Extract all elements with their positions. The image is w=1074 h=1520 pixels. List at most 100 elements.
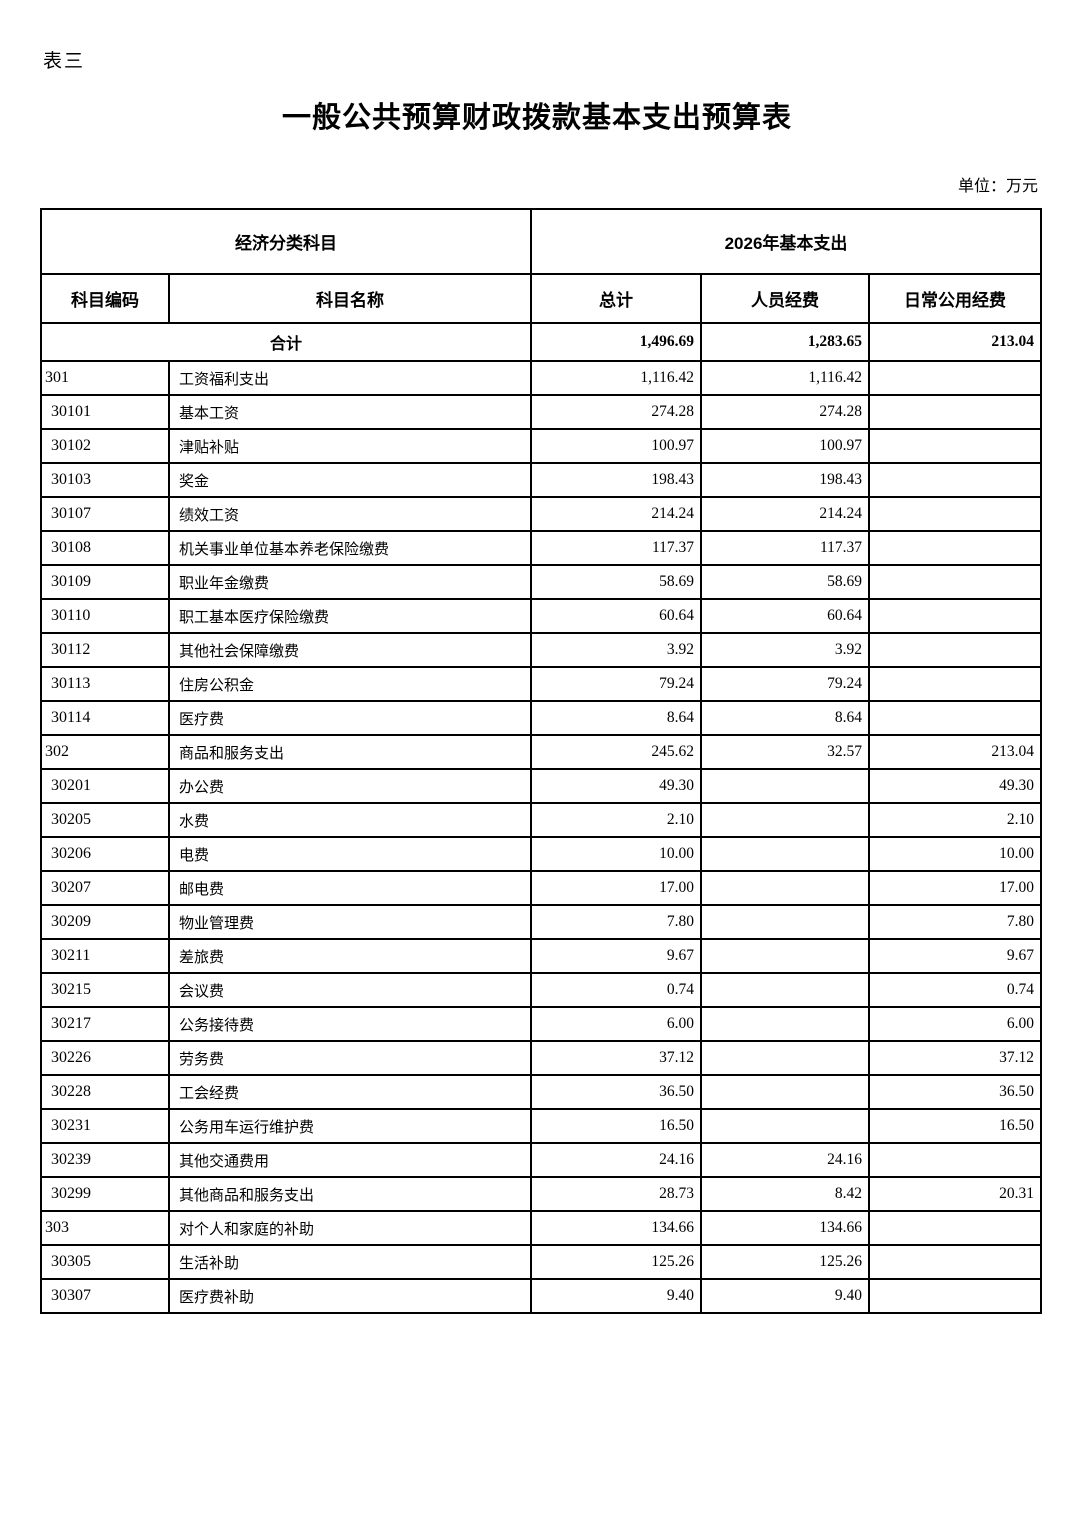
total-cell: 8.64 [530, 700, 702, 736]
daily-cell [867, 564, 1043, 600]
header-economic-classification: 经济分类科目 [40, 208, 532, 275]
personnel-cell: 214.24 [700, 496, 870, 532]
name-cell: 职工基本医疗保险缴费 [168, 598, 532, 634]
name-cell: 公务用车运行维护费 [168, 1108, 532, 1144]
personnel-cell [700, 1108, 870, 1144]
table-row: 301 工资福利支出 1,116.42 1,116.42 [40, 360, 1043, 396]
table-row: 30226 劳务费 37.12 37.12 [40, 1040, 1043, 1076]
personnel-cell: 32.57 [700, 734, 870, 770]
table-row: 30110 职工基本医疗保险缴费 60.64 60.64 [40, 598, 1043, 634]
name-cell: 生活补助 [168, 1244, 532, 1280]
name-cell: 津贴补贴 [168, 428, 532, 464]
table-row: 303 对个人和家庭的补助 134.66 134.66 [40, 1210, 1043, 1246]
total-cell: 37.12 [530, 1040, 702, 1076]
code-cell: 30209 [40, 904, 170, 940]
daily-cell: 36.50 [867, 1074, 1043, 1110]
code-cell: 30101 [40, 394, 170, 430]
daily-cell [867, 428, 1043, 464]
header-columns-row: 科目编码 科目名称 总计 人员经费 日常公用经费 [40, 273, 1043, 324]
column-header-personnel: 人员经费 [700, 273, 870, 324]
code-cell: 30207 [40, 870, 170, 906]
personnel-cell: 8.42 [700, 1176, 870, 1212]
personnel-cell: 9.40 [700, 1278, 870, 1314]
daily-cell: 2.10 [867, 802, 1043, 838]
code-cell: 30102 [40, 428, 170, 464]
table-row: 30102 津贴补贴 100.97 100.97 [40, 428, 1043, 464]
table-row: 30107 绩效工资 214.24 214.24 [40, 496, 1043, 532]
total-cell: 125.26 [530, 1244, 702, 1280]
personnel-cell [700, 1040, 870, 1076]
personnel-cell: 58.69 [700, 564, 870, 600]
daily-cell [867, 1210, 1043, 1246]
daily-cell: 213.04 [867, 734, 1043, 770]
code-cell: 30228 [40, 1074, 170, 1110]
column-header-daily: 日常公用经费 [867, 273, 1043, 324]
code-cell: 30201 [40, 768, 170, 804]
name-cell: 办公费 [168, 768, 532, 804]
personnel-cell [700, 938, 870, 974]
budget-table: 经济分类科目 2026年基本支出 科目编码 科目名称 总计 人员经费 日常公用经… [40, 208, 1043, 1314]
daily-cell [867, 360, 1043, 396]
total-cell: 100.97 [530, 428, 702, 464]
total-cell: 274.28 [530, 394, 702, 430]
table-row: 30206 电费 10.00 10.00 [40, 836, 1043, 872]
total-label-cell: 合计 [40, 322, 532, 362]
code-cell: 302 [40, 734, 170, 770]
name-cell: 工会经费 [168, 1074, 532, 1110]
personnel-cell: 60.64 [700, 598, 870, 634]
table-row: 30239 其他交通费用 24.16 24.16 [40, 1142, 1043, 1178]
total-cell: 214.24 [530, 496, 702, 532]
code-cell: 30103 [40, 462, 170, 498]
code-cell: 30110 [40, 598, 170, 634]
name-cell: 奖金 [168, 462, 532, 498]
code-cell: 301 [40, 360, 170, 396]
personnel-cell [700, 802, 870, 838]
total-cell: 24.16 [530, 1142, 702, 1178]
personnel-cell [700, 870, 870, 906]
name-cell: 其他商品和服务支出 [168, 1176, 532, 1212]
total-cell: 6.00 [530, 1006, 702, 1042]
total-cell: 0.74 [530, 972, 702, 1008]
name-cell: 其他社会保障缴费 [168, 632, 532, 668]
name-cell: 医疗费补助 [168, 1278, 532, 1314]
name-cell: 医疗费 [168, 700, 532, 736]
table-row: 302 商品和服务支出 245.62 32.57 213.04 [40, 734, 1043, 770]
column-header-code: 科目编码 [40, 273, 170, 324]
personnel-cell [700, 972, 870, 1008]
daily-cell [867, 700, 1043, 736]
total-cell: 1,116.42 [530, 360, 702, 396]
name-cell: 机关事业单位基本养老保险缴费 [168, 530, 532, 566]
daily-cell: 0.74 [867, 972, 1043, 1008]
total-cell: 245.62 [530, 734, 702, 770]
table-row: 30215 会议费 0.74 0.74 [40, 972, 1043, 1008]
code-cell: 303 [40, 1210, 170, 1246]
code-cell: 30215 [40, 972, 170, 1008]
daily-cell [867, 598, 1043, 634]
table-row: 30113 住房公积金 79.24 79.24 [40, 666, 1043, 702]
personnel-cell [700, 904, 870, 940]
code-cell: 30226 [40, 1040, 170, 1076]
personnel-cell: 1,116.42 [700, 360, 870, 396]
table-row: 30209 物业管理费 7.80 7.80 [40, 904, 1043, 940]
daily-cell [867, 632, 1043, 668]
total-personnel-cell: 1,283.65 [700, 322, 870, 362]
name-cell: 公务接待费 [168, 1006, 532, 1042]
name-cell: 基本工资 [168, 394, 532, 430]
code-cell: 30231 [40, 1108, 170, 1144]
column-header-name: 科目名称 [168, 273, 532, 324]
table-row: 30228 工会经费 36.50 36.50 [40, 1074, 1043, 1110]
daily-cell [867, 1244, 1043, 1280]
total-cell: 36.50 [530, 1074, 702, 1110]
daily-cell: 49.30 [867, 768, 1043, 804]
personnel-cell [700, 1006, 870, 1042]
name-cell: 职业年金缴费 [168, 564, 532, 600]
name-cell: 水费 [168, 802, 532, 838]
personnel-cell [700, 768, 870, 804]
daily-cell [867, 496, 1043, 532]
total-cell: 117.37 [530, 530, 702, 566]
total-cell: 79.24 [530, 666, 702, 702]
name-cell: 工资福利支出 [168, 360, 532, 396]
daily-cell: 7.80 [867, 904, 1043, 940]
personnel-cell: 125.26 [700, 1244, 870, 1280]
name-cell: 电费 [168, 836, 532, 872]
